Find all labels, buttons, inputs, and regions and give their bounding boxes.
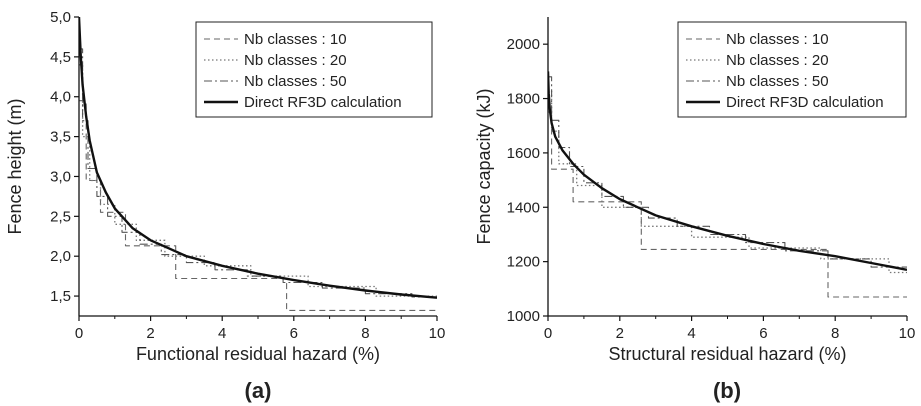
x-tick-label: 6	[759, 325, 767, 342]
x-axis-label: Structural residual hazard (%)	[608, 344, 846, 364]
panel-label: (b)	[713, 378, 741, 403]
panel-label: (a)	[245, 378, 272, 403]
y-tick-label: 4,5	[50, 49, 71, 66]
y-tick-label: 2,0	[50, 248, 71, 265]
legend-entry-label: Direct RF3D calculation	[726, 94, 884, 111]
x-axis-label: Functional residual hazard (%)	[136, 344, 380, 364]
y-tick-label: 3,5	[50, 129, 71, 146]
legend: Nb classes : 10 Nb classes : 20 Nb classes…	[677, 21, 907, 118]
legend-entry-label: Nb classes : 50	[244, 73, 347, 90]
x-tick-label: 0	[544, 325, 552, 342]
series-line-dotted	[548, 89, 907, 274]
x-tick-label: 0	[75, 325, 83, 342]
y-tick-label: 1400	[507, 199, 540, 216]
y-tick-label: 5,0	[50, 9, 71, 26]
series-line-dashed	[79, 100, 437, 311]
y-tick-label: 1600	[507, 145, 540, 162]
x-tick-label: 4	[687, 325, 695, 342]
y-tick-label: 2,5	[50, 208, 71, 225]
legend-entry-label: Nb classes : 20	[244, 52, 347, 69]
chart-panel-b: 0 2 4 6 8 10 1000 1200 1400 1600 1800 2000 Structura…	[474, 17, 915, 403]
y-axis-label: Fence height (m)	[5, 98, 25, 234]
x-tick-label: 2	[146, 325, 154, 342]
y-tick-label: 1000	[507, 308, 540, 325]
legend-entry-label: Direct RF3D calculation	[244, 94, 402, 111]
legend-entry-label: Nb classes : 10	[726, 31, 829, 48]
series-line-dotted	[79, 64, 437, 297]
series-line-solid	[548, 71, 907, 271]
y-tick-label: 3,0	[50, 168, 71, 185]
legend-entry-label: Nb classes : 20	[726, 52, 829, 69]
y-tick-label: 1200	[507, 254, 540, 271]
y-tick-label: 1800	[507, 91, 540, 108]
y-tick-label: 1,5	[50, 288, 71, 305]
legend-entry-label: Nb classes : 10	[244, 31, 347, 48]
x-tick-label: 8	[361, 325, 369, 342]
y-tick-label: 2000	[507, 36, 540, 53]
x-tick-label: 4	[218, 325, 226, 342]
legend: Nb classes : 10 Nb classes : 20 Nb classes…	[195, 21, 433, 118]
x-tick-label: 10	[429, 325, 446, 342]
y-tick-label: 4,0	[50, 89, 71, 106]
y-axis-label: Fence capacity (kJ)	[474, 88, 494, 244]
x-tick-label: 8	[831, 325, 839, 342]
x-tick-label: 2	[616, 325, 624, 342]
series-line-dashed	[548, 111, 907, 298]
x-tick-label: 10	[899, 325, 916, 342]
series-line-solid	[79, 17, 437, 299]
series-line-dashdot	[79, 48, 437, 298]
chart-panel-a: 0 2 4 6 8 10 1,5 2,0 2,5 3,0 3,5 4,0 4,5 5,0 Functiona…	[5, 9, 445, 403]
legend-entry-label: Nb classes : 50	[726, 73, 829, 90]
x-tick-label: 6	[290, 325, 298, 342]
